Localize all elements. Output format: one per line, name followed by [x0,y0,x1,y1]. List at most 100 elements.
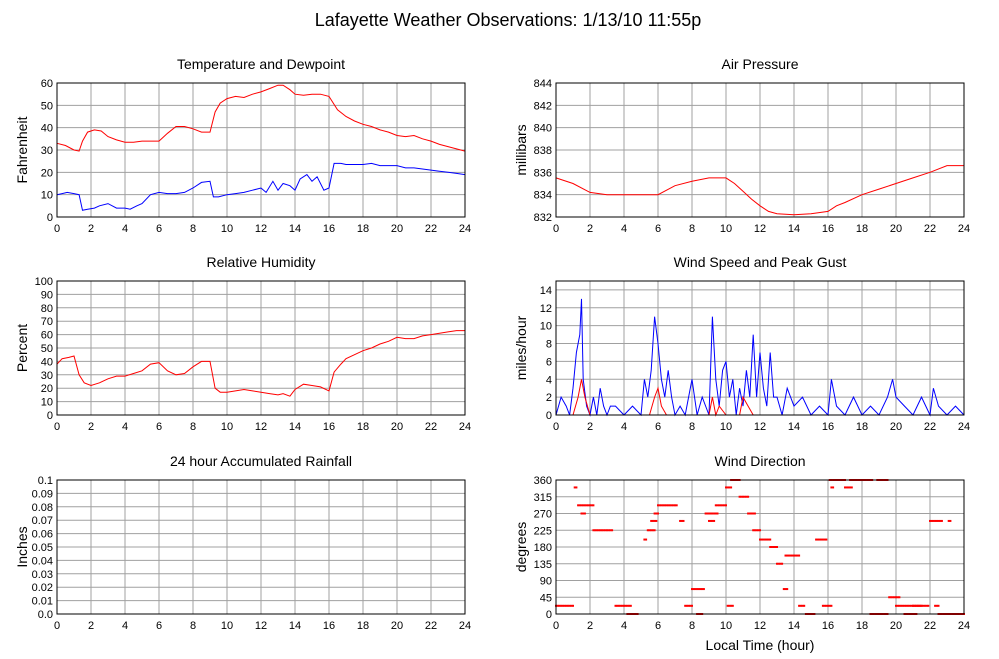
direction-point [823,538,826,541]
pressure-x-tick-label: 0 [553,223,559,235]
direction-point [793,554,795,557]
rain-y-tick-label: 0.03 [32,569,53,581]
direction-point [764,538,767,541]
direction-point [913,604,916,607]
direction-point [611,529,614,532]
x-axis-label: Local Time (hour) [706,637,815,653]
temp-x-tick-label: 20 [391,223,403,235]
rain-y-tick-label: 0.04 [32,555,53,567]
direction-point [774,546,777,548]
rain-y-tick-label: 0.0 [38,609,53,621]
direction-point [844,486,846,489]
direction-point [725,504,727,507]
wind-series-blue-line [555,298,965,417]
humidity-y-axis-label: Percent [14,324,30,372]
direction-point [896,596,899,599]
direction-point [898,604,901,607]
direction-x-tick-label: 10 [720,620,732,632]
direction-point [657,504,659,507]
wind-x-tick-label: 24 [958,421,970,433]
page-title: Lafayette Weather Observations: 1/13/10 … [315,10,702,30]
temp-x-tick-label: 14 [289,223,301,235]
wind-y-tick-label: 10 [540,321,552,333]
wind-x-tick-label: 6 [655,421,661,433]
direction-point [565,604,568,607]
direction-point [930,519,933,522]
direction-point [674,504,676,507]
direction-point [821,538,824,541]
humidity-y-tick-label: 40 [41,356,53,368]
direction-point [670,504,673,507]
direction-point [845,486,848,489]
direction-point [830,486,833,489]
direction-point [602,529,605,532]
temp-x-tick-label: 6 [156,223,162,235]
rain-x-tick-label: 8 [190,620,196,632]
direction-point [949,519,952,522]
humidity-chart-title: Relative Humidity [207,254,316,270]
direction-point [711,512,714,515]
wind-y-tick-label: 4 [546,374,552,386]
direction-point [784,554,787,557]
direction-point [590,504,593,507]
direction-point [820,538,823,541]
direction-point [563,604,566,607]
direction-point [922,604,925,607]
wind-chart-title: Wind Speed and Peak Gust [674,254,847,270]
direction-point [747,495,750,498]
direction-point [748,512,751,515]
direction-point [560,604,563,607]
direction-point [680,519,683,522]
temp-series-red-line [56,84,466,152]
direction-point [898,596,901,599]
direction-point [849,486,852,489]
direction-point [828,604,831,607]
direction-point [794,554,797,557]
direction-point [706,512,709,515]
direction-point [825,538,828,541]
direction-point [939,519,942,522]
humidity-y-tick-label: 70 [41,316,53,328]
wind-x-tick-label: 16 [822,421,834,433]
rain-x-tick-label: 22 [425,620,437,632]
direction-point [667,504,670,507]
humidity-y-tick-label: 30 [41,370,53,382]
humidity-y-tick-label: 20 [41,383,53,395]
temp-plot-frame [56,82,466,218]
direction-point [568,604,571,607]
direction-point [740,495,743,498]
direction-point [917,604,920,607]
direction-point [711,519,714,522]
direction-point [675,504,678,507]
temp-y-tick-label: 10 [41,190,53,202]
rain-x-tick-label: 14 [289,620,301,632]
direction-point [702,588,705,591]
direction-point [753,512,756,515]
humidity-x-tick-label: 14 [289,421,301,433]
direction-point [935,519,938,522]
rain-plot-frame [56,479,466,615]
direction-point [750,512,753,515]
direction-x-tick-label: 8 [689,620,695,632]
pressure-y-tick-label: 832 [534,212,552,224]
pressure-x-tick-label: 8 [689,223,695,235]
direction-x-tick-label: 12 [754,620,766,632]
direction-point [923,604,926,607]
direction-point [730,486,733,489]
direction-point [723,504,726,507]
direction-point [689,604,692,607]
wind-y-tick-label: 6 [546,356,552,368]
direction-point [561,604,564,607]
humidity-x-tick-label: 16 [323,421,335,433]
wind-x-tick-label: 8 [689,421,695,433]
direction-point [743,495,746,498]
direction-point [786,588,789,591]
direction-point [759,529,761,532]
direction-point [731,604,734,607]
direction-x-tick-label: 16 [822,620,834,632]
direction-point [934,604,937,607]
